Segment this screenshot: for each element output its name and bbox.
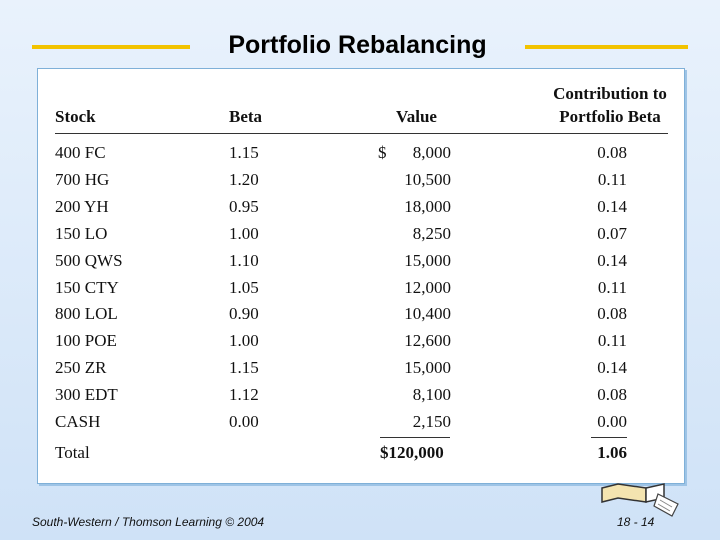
row-contribution: 0.11	[597, 169, 627, 189]
row-value: 8,250	[412, 223, 451, 243]
row-contribution: 0.08	[597, 143, 627, 162]
row-currency-symbol: $	[378, 143, 387, 162]
row-stock: 150 LO	[55, 223, 108, 243]
book-icon	[601, 483, 679, 517]
row-beta: 1.12	[229, 385, 259, 405]
slide-title: Portfolio Rebalancing	[228, 31, 487, 59]
row-stock: 100 POE	[55, 331, 117, 351]
header-beta: Beta	[229, 107, 263, 126]
row-stock: 250 ZR	[55, 358, 107, 378]
row-stock: 200 YH	[55, 196, 109, 216]
row-contribution: 0.08	[597, 304, 627, 324]
row-stock: 500 QWS	[55, 250, 123, 270]
row-value: 12,000	[404, 277, 451, 297]
row-beta: 1.05	[229, 277, 259, 297]
row-stock: 800 LOL	[55, 304, 118, 324]
row-beta: 1.00	[229, 223, 259, 243]
header-contribution-line2: Portfolio Beta	[559, 107, 661, 126]
row-value: 8,000	[412, 143, 451, 162]
header-contribution-line1: Contribution to	[553, 84, 667, 103]
row-value: 10,500	[404, 169, 451, 189]
row-stock: 400 FC	[55, 143, 106, 162]
row-value: 2,150	[412, 412, 451, 431]
row-value: 15,000	[404, 358, 451, 378]
total-contribution-rule	[591, 437, 627, 438]
header-value: Value	[396, 107, 437, 126]
total-value: $120,000	[380, 443, 444, 462]
row-beta: 1.20	[229, 169, 259, 189]
row-beta: 1.10	[229, 250, 259, 270]
row-value: 12,600	[404, 331, 451, 351]
row-beta: 0.95	[229, 196, 259, 216]
portfolio-table: Stock Beta Value Contribution to Portfol…	[38, 69, 684, 483]
row-beta: 1.15	[229, 143, 259, 162]
title-rule-right	[525, 45, 688, 49]
footer-page-number: 18 - 14	[617, 515, 655, 529]
total-label: Total	[55, 443, 90, 462]
row-contribution: 0.00	[597, 412, 627, 431]
row-contribution: 0.14	[597, 196, 627, 216]
row-beta: 1.00	[229, 331, 259, 351]
row-stock: 300 EDT	[55, 385, 118, 405]
row-contribution: 0.14	[597, 358, 627, 378]
row-contribution: 0.14	[597, 250, 627, 270]
row-value: 8,100	[412, 385, 451, 405]
title-rule-left	[32, 45, 190, 49]
row-contribution: 0.07	[597, 223, 627, 243]
footer-copyright: South-Western / Thomson Learning © 2004	[32, 515, 265, 529]
row-stock: 700 HG	[55, 169, 110, 189]
row-stock: 150 CTY	[55, 277, 119, 297]
row-value: 15,000	[404, 250, 451, 270]
row-contribution: 0.08	[597, 385, 627, 405]
row-beta: 0.90	[229, 304, 259, 324]
row-stock: CASH	[55, 412, 101, 431]
row-value: 10,400	[404, 304, 451, 324]
header-divider	[55, 133, 668, 134]
row-contribution: 0.11	[597, 277, 627, 297]
row-contribution: 0.11	[597, 331, 627, 351]
row-beta: 1.15	[229, 358, 259, 378]
total-value-rule	[380, 437, 450, 438]
total-contribution: 1.06	[597, 443, 627, 462]
header-stock: Stock	[55, 107, 96, 126]
row-beta: 0.00	[229, 412, 259, 431]
table-panel: Stock Beta Value Contribution to Portfol…	[37, 68, 685, 484]
row-value: 18,000	[404, 196, 451, 216]
